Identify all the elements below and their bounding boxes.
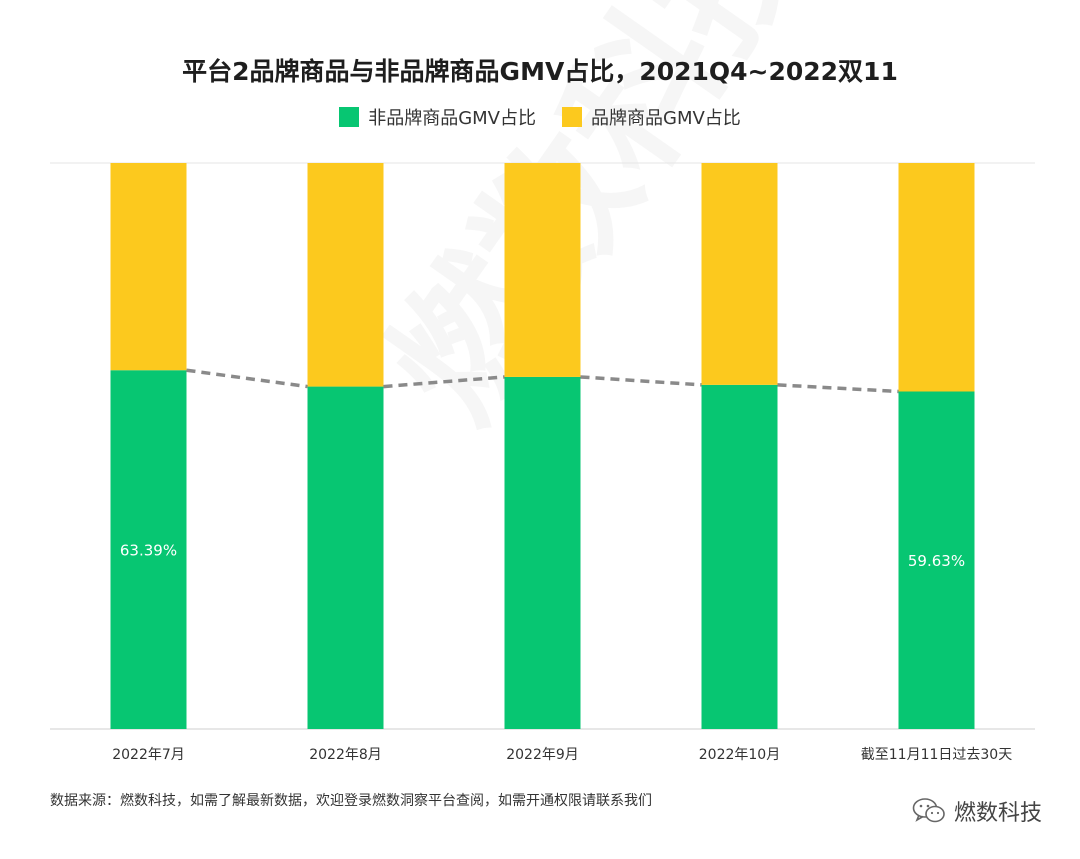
bar-non-brand [307, 386, 384, 729]
bar-brand [504, 163, 581, 377]
trend-line-segment [383, 375, 505, 389]
bar-brand [307, 163, 384, 387]
bar-brand [701, 163, 778, 385]
x-tick-label: 2022年10月 [699, 747, 780, 763]
wechat-icon [912, 798, 945, 823]
trend-line-segment [580, 375, 702, 387]
legend-label-brand: 品牌商品GMV占比 [591, 108, 741, 129]
data-label: 59.63% [908, 552, 965, 570]
bar-non-brand [701, 384, 778, 729]
chart-title: 平台2品牌商品与非品牌商品GMV占比，2021Q4~2022双11 [182, 57, 898, 86]
data-source-note: 数据来源：燃数科技，如需了解最新数据，欢迎登录燃数洞察平台查阅，如需开通权限请联… [50, 793, 652, 809]
legend-item-brand: 品牌商品GMV占比 [562, 104, 741, 130]
trend-line-segment [777, 383, 899, 394]
bar-non-brand [110, 370, 187, 729]
bar-non-brand [504, 376, 581, 729]
bar-brand [898, 163, 975, 392]
x-tick-label: 2022年9月 [506, 747, 579, 763]
bar-brand [110, 163, 187, 371]
legend-item-non-brand: 非品牌商品GMV占比 [339, 104, 536, 130]
data-label: 63.39% [120, 542, 177, 560]
legend-label-non-brand: 非品牌商品GMV占比 [368, 108, 536, 129]
legend: 非品牌商品GMV占比 品牌商品GMV占比 [0, 104, 1080, 130]
x-tick-label: 2022年7月 [112, 747, 185, 763]
bar-non-brand [898, 391, 975, 729]
brand-signature: 燃数科技 [912, 795, 1042, 827]
legend-swatch-non-brand [339, 107, 360, 127]
x-tick-label: 截至11月11日过去30天 [861, 747, 1012, 763]
brand-name: 燃数科技 [953, 801, 1042, 826]
trend-line-segment [186, 368, 308, 389]
legend-swatch-brand [562, 107, 582, 127]
x-tick-label: 2022年8月 [309, 747, 382, 763]
